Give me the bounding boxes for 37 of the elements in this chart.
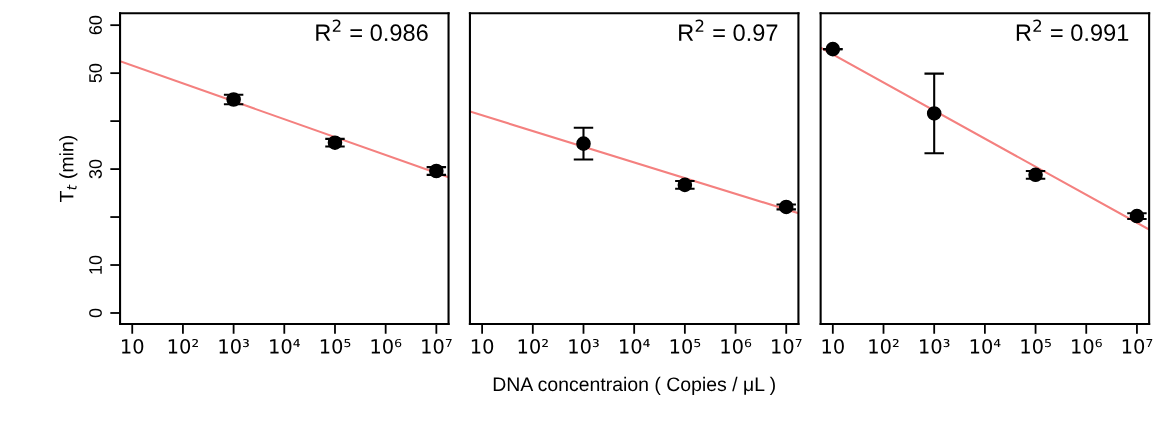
y-tick-label: 0 <box>89 308 102 318</box>
point <box>1028 167 1043 183</box>
x-tick-label: 10 <box>122 338 144 354</box>
x-tick-label: 10⁶ <box>721 338 752 354</box>
x-tick-label: 10 <box>471 338 494 354</box>
x-tick-label: 10⁶ <box>371 338 402 354</box>
x-tick-label: 10 <box>822 338 844 354</box>
y-tick-label: 30 <box>89 159 102 179</box>
annotation: R$^{2}$ = 0.97 <box>679 19 778 42</box>
x-tick-label: 10⁴ <box>620 338 650 354</box>
x-tick-label: 10⁶ <box>1072 338 1102 354</box>
y-axis-title: T$_{t}$ (min) <box>59 136 78 202</box>
point <box>226 92 241 107</box>
x-tick-label: 10⁵ <box>320 338 351 354</box>
x-tick-label: 10⁵ <box>1021 338 1051 354</box>
point <box>926 106 942 121</box>
x-tick-label: 10³ <box>920 338 950 354</box>
x-axis-title: DNA concentraion ( Copies / μL ) <box>493 376 775 395</box>
x-tick-label: 10⁴ <box>270 338 300 354</box>
x-tick-label: 10⁷ <box>772 338 802 354</box>
x-tick-label: 10⁷ <box>1122 338 1153 354</box>
x-tick-label: 10³ <box>219 338 249 354</box>
y-tick-label: 50 <box>89 63 102 83</box>
x-tick-label: 10² <box>518 338 548 354</box>
y-tick-label: 10 <box>89 255 102 274</box>
point <box>429 163 444 179</box>
x-tick-label: 10³ <box>569 338 599 354</box>
x-tick-label: 10² <box>168 338 198 354</box>
annotation: R$^{2}$ = 0.991 <box>1016 19 1129 42</box>
point <box>825 41 841 57</box>
point <box>1129 208 1145 224</box>
x-tick-label: 10⁵ <box>670 338 701 354</box>
x-tick-label: 10⁴ <box>970 338 1001 354</box>
x-tick-label: 10² <box>869 338 899 354</box>
y-tick-label: 60 <box>89 15 102 35</box>
annotation: R$^{2}$ = 0.986 <box>316 19 428 42</box>
x-tick-label: 10⁷ <box>422 338 452 354</box>
